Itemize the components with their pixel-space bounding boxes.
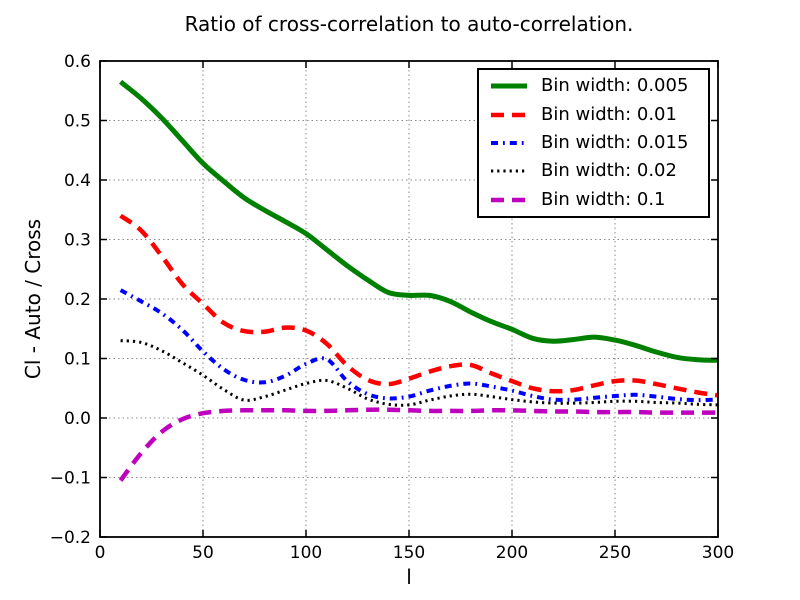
- y-tick-label: −0.1: [50, 469, 91, 489]
- series-line: [119, 213, 719, 398]
- legend-line-sample: [491, 169, 527, 173]
- legend-label: Bin width: 0.015: [541, 131, 689, 153]
- x-tick-label: 200: [496, 543, 528, 563]
- y-tick-label: 0.4: [64, 171, 91, 191]
- series-line: [119, 288, 719, 403]
- series-line: [119, 79, 719, 363]
- legend-label: Bin width: 0.02: [541, 160, 677, 182]
- x-tick-label: 0: [95, 543, 106, 563]
- legend-line-sample: [491, 140, 527, 145]
- chart-title: Ratio of cross-correlation to auto-corre…: [184, 12, 634, 36]
- y-tick-label: 0.1: [64, 350, 91, 370]
- x-axis-label: l: [406, 565, 412, 589]
- y-tick-label: 0.0: [64, 409, 91, 429]
- legend-label: Bin width: 0.1: [541, 188, 666, 210]
- x-tick-label: 100: [290, 543, 322, 563]
- y-tick-label: 0.6: [64, 52, 91, 72]
- x-tick-label: 50: [192, 543, 214, 563]
- legend-line-sample: [491, 83, 527, 89]
- legend-item: Bin width: 0.1: [487, 186, 700, 214]
- legend-item: Bin width: 0.02: [487, 157, 700, 185]
- x-tick-label: 250: [599, 543, 631, 563]
- x-tick-label: 150: [393, 543, 425, 563]
- y-tick-label: 0.5: [64, 112, 91, 132]
- legend: Bin width: 0.005 Bin width: 0.01 Bin wid…: [477, 68, 710, 218]
- legend-label: Bin width: 0.01: [541, 103, 677, 125]
- y-tick-label: 0.3: [64, 231, 91, 251]
- legend-item: Bin width: 0.01: [487, 101, 700, 129]
- series-line: [118, 407, 718, 482]
- x-tick-label: 300: [702, 543, 734, 563]
- legend-label: Bin width: 0.005: [541, 75, 689, 97]
- legend-item: Bin width: 0.015: [487, 129, 700, 157]
- y-tick-label: −0.2: [50, 528, 91, 548]
- y-axis-label: Cl - Auto / Cross: [21, 218, 45, 380]
- legend-line-sample: [491, 112, 527, 117]
- legend-line-sample: [491, 197, 527, 202]
- y-tick-label: 0.2: [64, 290, 91, 310]
- series-line: [120, 339, 719, 407]
- legend-item: Bin width: 0.005: [487, 72, 700, 100]
